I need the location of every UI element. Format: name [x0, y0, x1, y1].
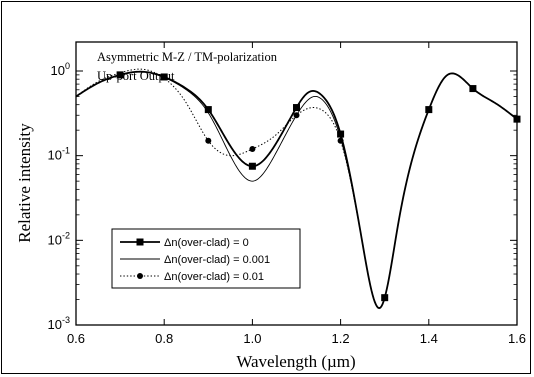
series-0-marker-4	[293, 104, 300, 112]
series-0-marker-9	[513, 115, 521, 123]
legend: Δn(over-clad) = 0 Δn(over-clad) = 0.001 Δn…	[111, 228, 301, 289]
series-2-marker-3	[337, 137, 344, 144]
annotation-line-2: Up-port Output	[97, 69, 175, 83]
legend-marker-0	[136, 238, 144, 246]
legend-marker-2	[137, 273, 143, 279]
y-tick-label-2: 10-2	[48, 230, 70, 247]
markers-group	[116, 71, 521, 302]
series-0-marker-0	[116, 71, 124, 79]
plot-area	[75, 41, 518, 326]
series-0-marker-6	[381, 294, 389, 302]
series-0-marker-3	[248, 162, 256, 170]
y-tick-label-1: 10-1	[48, 146, 70, 163]
y-tick-label-0: 100	[51, 61, 70, 78]
x-tick-label-1: 0.8	[155, 331, 173, 346]
legend-label-1: Δn(over-clad) = 0.001	[164, 254, 270, 266]
annotation-line-1: Asymmetric M-Z / TM-polarization	[97, 50, 278, 64]
series-2-marker-1	[249, 145, 256, 152]
x-tick-label-5: 1.6	[508, 331, 526, 346]
x-tick-label-4: 1.4	[420, 331, 438, 346]
series-2-marker-2	[293, 112, 300, 119]
y-tick-label-3: 10-3	[48, 315, 70, 332]
series-0-marker-1	[160, 73, 168, 81]
y-axis-title: Relative intensity	[15, 123, 34, 243]
x-axis-title: Wavelength (µm)	[236, 352, 355, 371]
series-0-marker-5	[337, 130, 345, 138]
series-2-marker-0	[205, 137, 212, 144]
legend-label-2: Δn(over-clad) = 0.01	[164, 271, 264, 283]
series-0-marker-7	[425, 106, 433, 114]
legend-label-0: Δn(over-clad) = 0	[164, 237, 249, 249]
series-0-marker-2	[204, 106, 212, 114]
x-tick-label-0: 0.6	[67, 331, 85, 346]
ticks-group: 0.6 0.8 1.0 1.2 1.4 1.6 100 10-1 10-2 10-3	[48, 42, 526, 346]
series-0-marker-8	[469, 85, 477, 93]
x-tick-label-2: 1.0	[243, 331, 261, 346]
x-tick-label-3: 1.2	[332, 331, 350, 346]
